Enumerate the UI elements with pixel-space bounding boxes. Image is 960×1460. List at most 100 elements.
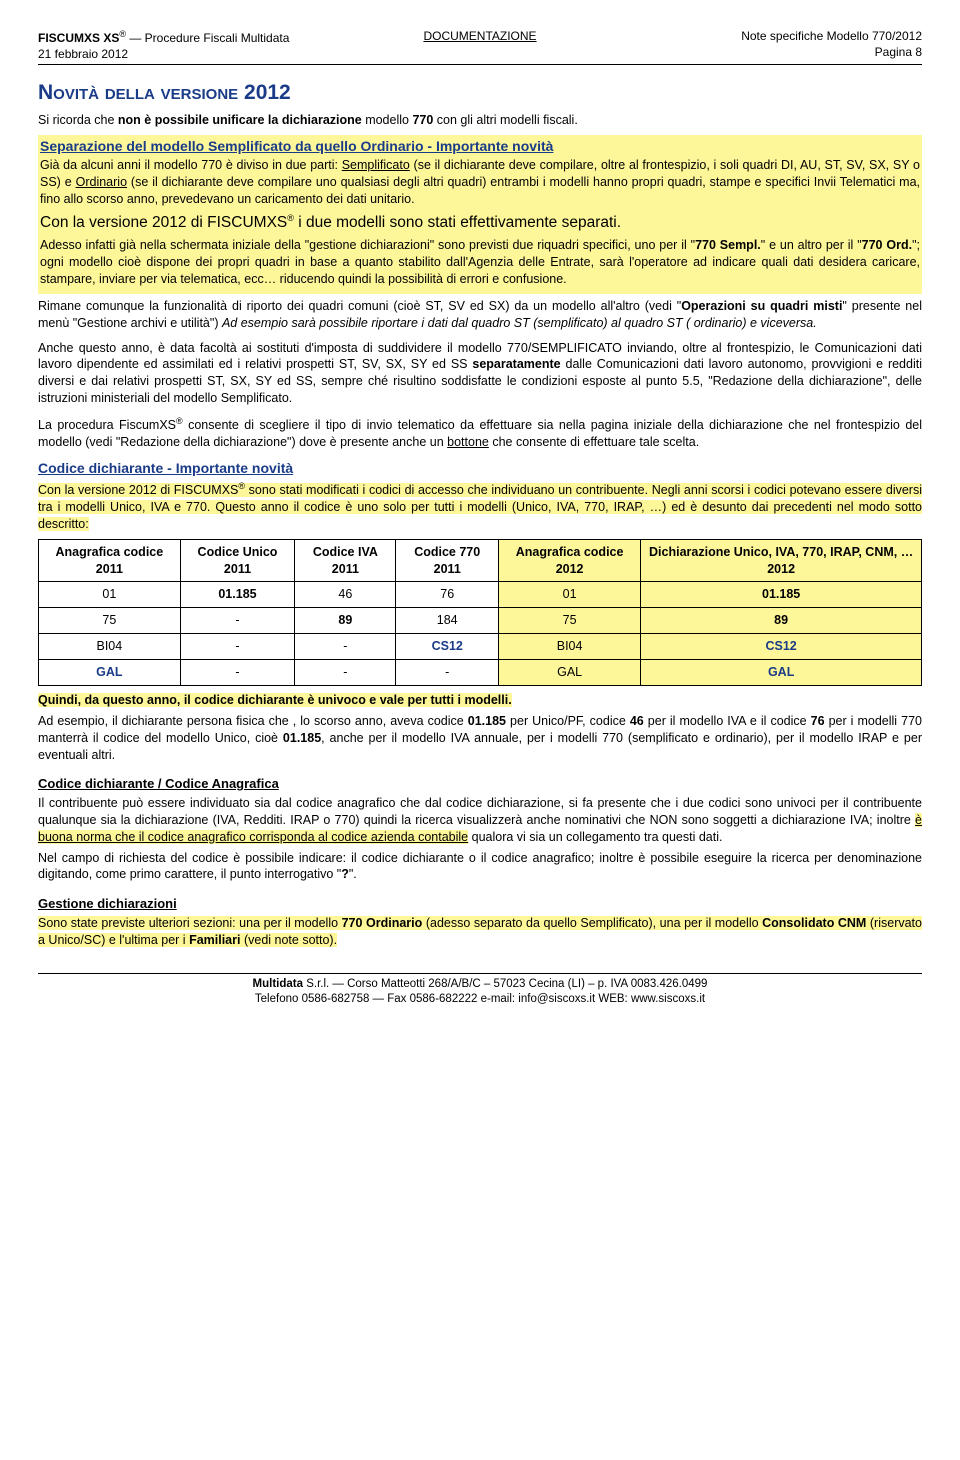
coddich-p2: Nel campo di richiesta del codice è poss… xyxy=(38,850,922,884)
doc-date: 21 febbraio 2012 xyxy=(38,47,128,61)
intro-para: Si ricorda che non è possibile unificare… xyxy=(38,112,922,129)
cell: 75 xyxy=(39,608,181,634)
gest-c: (adesso separato da quello Semplificato)… xyxy=(422,916,762,930)
coddich-p2-c: ". xyxy=(349,867,357,881)
cell: - xyxy=(180,660,295,686)
page-number: Pagina 8 xyxy=(875,45,922,59)
section-title: Novità della versione 2012 xyxy=(38,79,922,107)
title-text: Novità della versione 2012 xyxy=(38,81,291,104)
header-right: Note specifiche Modello 770/2012 Pagina … xyxy=(627,28,922,62)
table-row: 01 01.185 46 76 01 01.185 xyxy=(39,582,922,608)
th-anag-2012: Anagrafica codice 2012 xyxy=(498,539,640,582)
sep-p2-d: 770 Ord. xyxy=(862,238,912,252)
sep-p2-b: 770 Sempl. xyxy=(695,238,761,252)
sep-p1-d: Ordinario xyxy=(76,175,127,189)
cell: 01 xyxy=(498,582,640,608)
separation-big: Con la versione 2012 di FISCUMXS® i due … xyxy=(40,212,920,234)
intro-c: modello xyxy=(362,113,413,127)
intro-d: 770 xyxy=(412,113,433,127)
codice-p1: Con la versione 2012 di FISCUMXS® sono s… xyxy=(38,480,922,533)
proc-para: La procedura FiscumXS® consente di scegl… xyxy=(38,415,922,451)
codice-heading: Codice dichiarante - Importante novità xyxy=(38,459,922,478)
product-desc: — Procedure Fiscali Multidata xyxy=(126,31,289,45)
cell: 01 xyxy=(39,582,181,608)
cell: 01.185 xyxy=(641,582,922,608)
codes-table: Anagrafica codice 2011 Codice Unico 2011… xyxy=(38,539,922,686)
proc-a: La procedura FiscumXS xyxy=(38,418,176,432)
cell: 89 xyxy=(295,608,396,634)
cell: 184 xyxy=(396,608,498,634)
gest-a: Sono state previste ulteriori sezioni: u… xyxy=(38,916,342,930)
gest-p: Sono state previste ulteriori sezioni: u… xyxy=(38,915,922,949)
quindi-para: Quindi, da questo anno, il codice dichia… xyxy=(38,692,922,709)
rimane-d: Ad esempio sarà possibile riportare i da… xyxy=(222,316,817,330)
cell: GAL xyxy=(498,660,640,686)
sep-p1-a: Già da alcuni anni il modello 770 è divi… xyxy=(40,158,342,172)
cell: GAL xyxy=(641,660,922,686)
cell: - xyxy=(295,660,396,686)
ade-h: 01.185 xyxy=(283,731,321,745)
coddich-p1-a: Il contribuente può essere individuato s… xyxy=(38,796,922,827)
th-770-2011: Codice 770 2011 xyxy=(396,539,498,582)
footer-addr: S.r.l. — Corso Matteotti 268/A/B/C – 570… xyxy=(303,978,707,990)
ade-a: Ad esempio, il dichiarante persona fisic… xyxy=(38,714,468,728)
separation-p2: Adesso infatti già nella schermata inizi… xyxy=(40,237,920,288)
th-anag-2011: Anagrafica codice 2011 xyxy=(39,539,181,582)
header-left: FISCUMXS XS® — Procedure Fiscali Multida… xyxy=(38,28,333,62)
doc-header: FISCUMXS XS® — Procedure Fiscali Multida… xyxy=(38,28,922,62)
ade-e: per il modello IVA e il codice xyxy=(644,714,811,728)
cell: - xyxy=(295,634,396,660)
footer-contact: Telefono 0586-682758 — Fax 0586-682222 e… xyxy=(255,993,705,1005)
coddich-heading: Codice dichiarante / Codice Anagrafica xyxy=(38,775,922,793)
quindi-text: Quindi, da questo anno, il codice dichia… xyxy=(38,693,512,707)
cell: GAL xyxy=(39,660,181,686)
anche-b: separatamente xyxy=(472,357,560,371)
sep-p2-a: Adesso infatti già nella schermata inizi… xyxy=(40,238,695,252)
proc-c: bottone xyxy=(447,435,489,449)
sep-p1-e: (se il dichiarante deve compilare uno qu… xyxy=(40,175,920,206)
doc-note: Note specifiche Modello 770/2012 xyxy=(741,29,922,43)
coddich-p1: Il contribuente può essere individuato s… xyxy=(38,795,922,846)
cell: - xyxy=(180,634,295,660)
cell: 75 xyxy=(498,608,640,634)
rimane-b: Operazioni su quadri misti xyxy=(681,299,842,313)
coddich-p2-a: Nel campo di richiesta del codice è poss… xyxy=(38,851,922,882)
adesempio-para: Ad esempio, il dichiarante persona fisic… xyxy=(38,713,922,764)
separation-p1: Già da alcuni anni il modello 770 è divi… xyxy=(40,157,920,208)
intro-e: con gli altri modelli fiscali. xyxy=(433,113,578,127)
gest-d: Consolidato CNM xyxy=(762,916,866,930)
gest-g: (vedi note sotto). xyxy=(240,933,337,947)
cell: 89 xyxy=(641,608,922,634)
cell: 46 xyxy=(295,582,396,608)
sep-p2-c: " e un altro per il " xyxy=(761,238,862,252)
intro-b: non è possibile unificare la dichiarazio… xyxy=(118,113,362,127)
coddich-p2-b: ? xyxy=(341,867,349,881)
separation-heading: Separazione del modello Semplificato da … xyxy=(40,137,920,156)
intro-a: Si ricorda che xyxy=(38,113,118,127)
th-iva-2011: Codice IVA 2011 xyxy=(295,539,396,582)
rimane-a: Rimane comunque la funzionalità di ripor… xyxy=(38,299,681,313)
cell: 76 xyxy=(396,582,498,608)
header-rule xyxy=(38,64,922,65)
sep-big-a: Con la versione 2012 di FISCUMXS xyxy=(40,214,287,231)
cell: 01.185 xyxy=(180,582,295,608)
cell: CS12 xyxy=(641,634,922,660)
gest-heading: Gestione dichiarazioni xyxy=(38,895,922,913)
footer-company: Multidata xyxy=(253,978,303,990)
ade-f: 76 xyxy=(811,714,825,728)
separation-block: Separazione del modello Semplificato da … xyxy=(38,135,922,294)
product-name: FISCUMXS XS xyxy=(38,31,119,45)
cell: - xyxy=(396,660,498,686)
cell: - xyxy=(180,608,295,634)
cell: BI04 xyxy=(39,634,181,660)
sep-big-b: i due modelli sono stati effettivamente … xyxy=(294,214,621,231)
table-row: GAL - - - GAL GAL xyxy=(39,660,922,686)
table-row: BI04 - - CS12 BI04 CS12 xyxy=(39,634,922,660)
th-unico-2011: Codice Unico 2011 xyxy=(180,539,295,582)
gest-b: 770 Ordinario xyxy=(342,916,423,930)
cell: BI04 xyxy=(498,634,640,660)
ade-d: 46 xyxy=(630,714,644,728)
gest-f: Familiari xyxy=(189,933,240,947)
anche-para: Anche questo anno, è data facoltà ai sos… xyxy=(38,340,922,408)
cod-p1-a: Con la versione 2012 di FISCUMXS xyxy=(38,483,238,497)
